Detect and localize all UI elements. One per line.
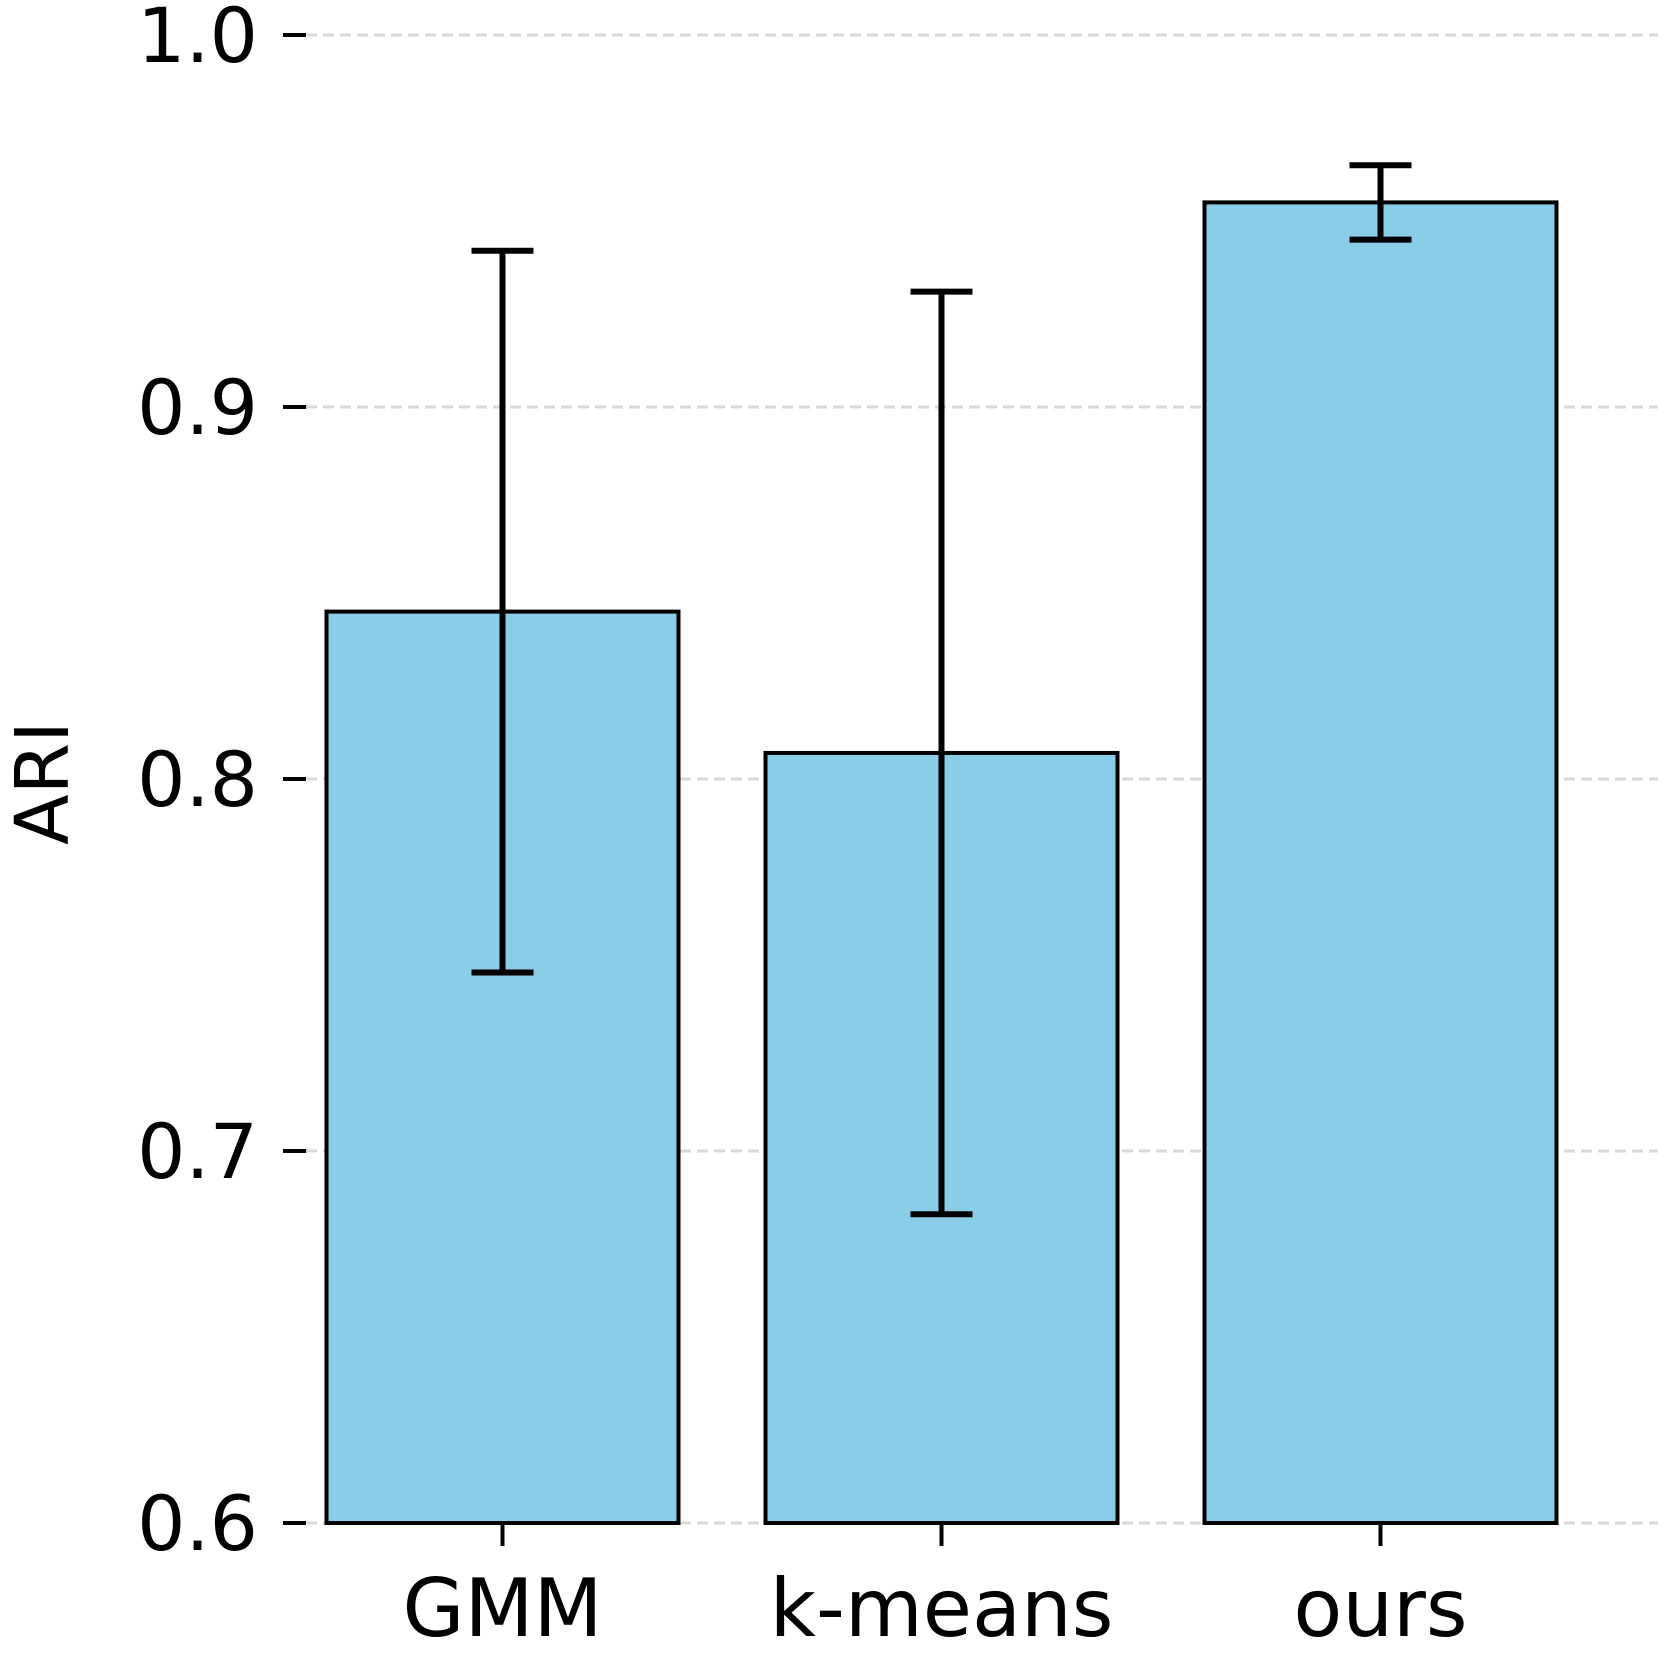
y-axis-label: ARI xyxy=(0,721,86,845)
y-tick-label: 0.8 xyxy=(137,735,258,824)
y-tick-label: 0.9 xyxy=(137,363,258,452)
x-tick-label: k-means xyxy=(770,1562,1114,1655)
y-tick-label: 0.7 xyxy=(137,1107,258,1196)
axes: 0.6 0.7 0.8 0.9 1.0 GMM k-means ours xyxy=(137,0,1467,1655)
x-tick-label: GMM xyxy=(402,1562,602,1655)
error-bars xyxy=(471,162,1412,1218)
x-tick-label: ours xyxy=(1293,1562,1467,1655)
bar xyxy=(1202,200,1559,1525)
y-tick-label: 1.0 xyxy=(137,0,258,80)
y-tick-label: 0.6 xyxy=(137,1479,258,1568)
